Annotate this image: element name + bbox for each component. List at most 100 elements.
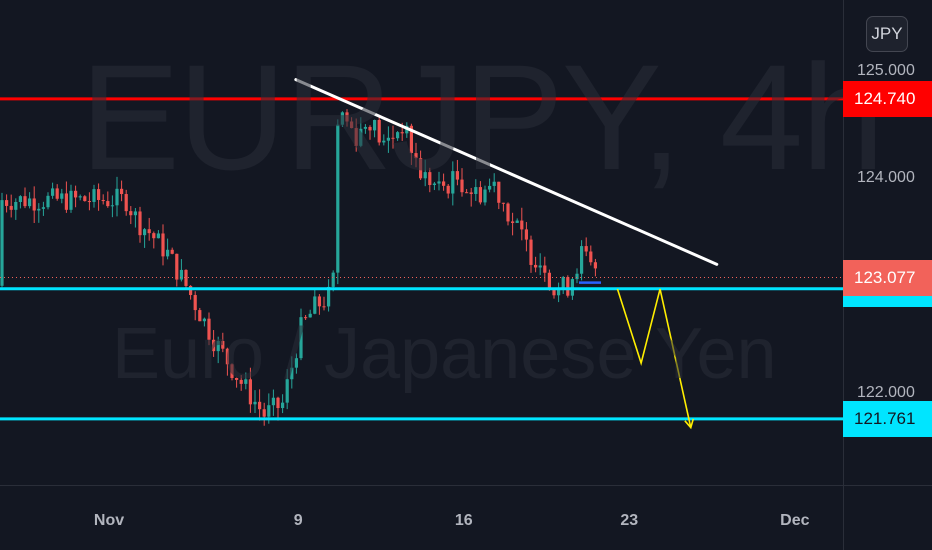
candle bbox=[170, 247, 174, 255]
candle bbox=[32, 186, 36, 224]
candle bbox=[156, 230, 160, 239]
candle bbox=[41, 201, 45, 216]
candle bbox=[129, 206, 133, 225]
candle bbox=[83, 195, 87, 202]
time-tick-label: 16 bbox=[454, 512, 473, 529]
candle bbox=[474, 179, 478, 201]
candle bbox=[455, 159, 459, 186]
candle bbox=[0, 192, 4, 288]
candle bbox=[152, 231, 156, 249]
candle bbox=[69, 184, 73, 213]
candle bbox=[101, 194, 105, 205]
candle bbox=[46, 192, 50, 210]
candle bbox=[386, 126, 390, 153]
candle bbox=[377, 115, 381, 146]
time-tick-label: 23 bbox=[620, 512, 639, 529]
time-tick-label: 9 bbox=[293, 512, 303, 529]
candle bbox=[465, 189, 469, 194]
candle bbox=[501, 202, 505, 212]
candle bbox=[340, 111, 344, 127]
candle bbox=[124, 189, 128, 216]
candle bbox=[423, 159, 427, 187]
candle bbox=[437, 171, 441, 191]
candle bbox=[304, 314, 308, 320]
candle bbox=[78, 194, 82, 201]
candle bbox=[442, 173, 446, 191]
candle bbox=[354, 118, 358, 152]
candle bbox=[244, 372, 248, 390]
candle bbox=[262, 402, 266, 426]
price-tick-label: 124.000 bbox=[857, 169, 915, 187]
candle bbox=[285, 369, 289, 410]
candle bbox=[225, 347, 229, 376]
candle bbox=[557, 282, 561, 303]
candle bbox=[520, 207, 524, 241]
candle bbox=[327, 279, 331, 312]
candle bbox=[106, 191, 110, 208]
candle bbox=[253, 390, 257, 414]
price-tick-label: 125.000 bbox=[857, 62, 915, 79]
candle bbox=[515, 218, 519, 223]
candle bbox=[308, 309, 312, 318]
candle bbox=[396, 131, 400, 141]
time-tick-label: Dec bbox=[780, 512, 810, 529]
candle bbox=[5, 194, 9, 213]
trendline[interactable] bbox=[294, 78, 719, 266]
candle bbox=[497, 181, 501, 210]
candle bbox=[350, 117, 354, 129]
candle bbox=[133, 208, 137, 228]
candle bbox=[184, 269, 188, 290]
candle bbox=[248, 367, 252, 413]
candle bbox=[9, 194, 13, 218]
candle bbox=[299, 308, 303, 361]
candle bbox=[14, 198, 18, 220]
candle bbox=[294, 353, 298, 374]
currency-button[interactable]: JPY bbox=[866, 16, 908, 52]
candle bbox=[18, 195, 22, 209]
candle bbox=[258, 389, 262, 421]
candle bbox=[271, 389, 275, 416]
candle bbox=[575, 268, 579, 284]
candle bbox=[193, 291, 197, 321]
target-price-tag: 121.761 bbox=[843, 400, 932, 437]
candle bbox=[483, 185, 487, 206]
candle bbox=[64, 181, 68, 213]
projection-path[interactable] bbox=[616, 288, 692, 428]
candles bbox=[0, 109, 597, 426]
candle bbox=[276, 396, 280, 421]
candle bbox=[110, 195, 114, 218]
candle bbox=[580, 240, 584, 281]
candle bbox=[524, 222, 528, 252]
candle bbox=[281, 394, 285, 414]
candle bbox=[313, 289, 317, 315]
candle bbox=[432, 181, 436, 191]
candle bbox=[143, 228, 147, 248]
candle bbox=[529, 235, 533, 273]
candle bbox=[561, 275, 565, 295]
watermark-name: Euro / Japanese Yen bbox=[112, 314, 777, 394]
candle bbox=[538, 253, 542, 276]
candle bbox=[382, 134, 386, 146]
candle bbox=[97, 183, 101, 211]
candle bbox=[161, 224, 165, 266]
candle bbox=[202, 317, 206, 327]
candle bbox=[235, 377, 239, 388]
candle bbox=[198, 307, 202, 322]
candle bbox=[51, 182, 55, 199]
candle bbox=[446, 183, 450, 199]
candle bbox=[92, 184, 96, 208]
candle bbox=[55, 184, 59, 201]
candle bbox=[511, 212, 515, 236]
candle bbox=[584, 237, 588, 257]
candle bbox=[589, 245, 593, 266]
candle bbox=[593, 258, 597, 277]
candle bbox=[460, 168, 464, 197]
candle bbox=[120, 180, 124, 202]
candle bbox=[414, 142, 418, 168]
price-tick-label: 122.000 bbox=[857, 384, 915, 402]
candle bbox=[216, 336, 220, 364]
candle bbox=[373, 119, 377, 138]
candle bbox=[87, 192, 91, 211]
watermark-symbol: EURJPY, 4h bbox=[80, 33, 885, 201]
